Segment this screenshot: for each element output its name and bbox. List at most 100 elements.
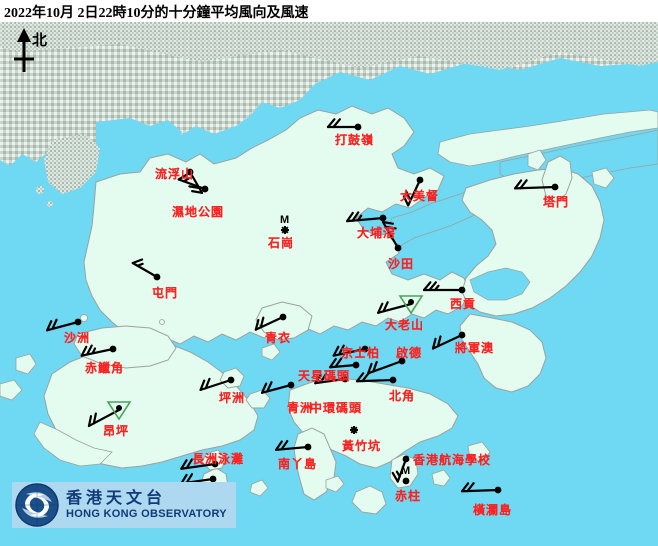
station-marker-dot xyxy=(352,361,360,369)
wind-barb-full xyxy=(428,281,437,292)
station-marker-star xyxy=(281,226,289,234)
page-title: 2022年10月 2日22時10分的十分鐘平均風向及風速 xyxy=(4,6,309,21)
wind-barb-full xyxy=(185,458,194,470)
wind-station[interactable] xyxy=(180,458,219,470)
wind-station[interactable] xyxy=(45,318,82,332)
station-marker-dot xyxy=(74,318,82,326)
station-marker-dot xyxy=(458,286,466,294)
north-arrow: 北 xyxy=(6,26,66,76)
title-bar: 2022年10月 2日22時10分的十分鐘平均風向及風速 xyxy=(0,0,658,22)
wind-station[interactable] xyxy=(431,331,466,350)
map-canvas[interactable]: 北 流浮山 濕地公園 石崗 M 屯門 打鼓嶺 大美督 大埔滘 沙田 塔門 西貢 大老山 將軍澳 青衣 京士柏… xyxy=(0,22,658,546)
wind-barb-full xyxy=(92,412,97,425)
wind-barb-full xyxy=(87,415,93,428)
wind-barb-full xyxy=(131,258,144,265)
wind-station[interactable] xyxy=(350,426,358,434)
wind-barb-full xyxy=(405,190,412,202)
wind-barb-shaft xyxy=(188,170,204,194)
wind-station[interactable] xyxy=(281,226,289,234)
po-toi-island xyxy=(351,485,387,515)
wind-barb-full xyxy=(367,362,373,375)
north-arrow-icon xyxy=(14,28,34,72)
station-label-15: 天星碼頭 xyxy=(298,369,351,383)
wind-station[interactable] xyxy=(80,344,117,357)
wind-barb-full xyxy=(180,459,188,470)
wind-barb-full xyxy=(85,344,93,356)
wind-barb-half xyxy=(356,214,363,222)
wind-barb-full xyxy=(391,471,399,483)
wind-station[interactable] xyxy=(314,372,349,385)
station-label-12: 青衣 xyxy=(265,331,292,345)
wind-station[interactable] xyxy=(87,401,132,428)
wind-barb-full xyxy=(80,345,88,357)
wind-station[interactable] xyxy=(460,482,502,494)
wind-barb-full xyxy=(199,379,206,391)
station-marker-dot xyxy=(416,176,424,184)
station-marker-dot xyxy=(551,183,559,191)
wind-barb-half xyxy=(182,177,190,183)
station-label-10: 大老山 xyxy=(385,318,425,332)
wind-station[interactable] xyxy=(199,376,235,391)
wind-barb-full xyxy=(460,482,470,493)
wind-station[interactable] xyxy=(367,357,406,375)
station-label-28: 赤柱 xyxy=(395,489,422,503)
wind-station[interactable] xyxy=(328,357,360,369)
station-label-9: 西貢 xyxy=(450,297,477,311)
wind-station[interactable] xyxy=(346,211,387,223)
wind-station[interactable] xyxy=(260,381,295,394)
wind-barb-full xyxy=(361,372,370,383)
station-marker-dot xyxy=(354,123,362,131)
wind-station[interactable] xyxy=(422,281,466,294)
wind-barb-full xyxy=(431,337,437,350)
station-marker-dot xyxy=(209,475,217,483)
station-marker-dot xyxy=(402,455,410,463)
ninepin-islet xyxy=(591,167,615,189)
tap-mun-islet-small xyxy=(527,149,547,171)
station-label-29: 橫瀾島 xyxy=(473,503,513,517)
wind-station[interactable] xyxy=(186,168,204,194)
wind-station[interactable] xyxy=(381,220,402,252)
station-label-19: 沙洲 xyxy=(64,331,91,345)
wind-barb-full xyxy=(266,381,273,393)
strong-wind-alert-triangle-icon xyxy=(106,401,132,421)
wind-station[interactable] xyxy=(332,344,369,357)
tap-mun-island xyxy=(541,155,573,203)
strong-wind-alert-triangle-icon xyxy=(398,295,424,315)
mainland-peninsula-west xyxy=(44,134,100,194)
wind-barb-half xyxy=(395,470,401,478)
wind-station[interactable] xyxy=(391,455,410,483)
station-marker-dot xyxy=(361,345,369,353)
station-label-17: 北角 xyxy=(389,389,416,403)
station-marker-dot xyxy=(494,486,502,494)
station-label-3: 屯門 xyxy=(152,286,179,300)
wind-station[interactable] xyxy=(377,295,424,315)
wind-barb-full xyxy=(346,211,354,223)
clear-water-bay-peninsula xyxy=(459,313,547,393)
wind-barb-full xyxy=(351,211,360,222)
wind-barb-full xyxy=(377,302,384,314)
islet-w-1 xyxy=(15,353,37,375)
waglan-islet xyxy=(431,469,451,487)
wind-station[interactable] xyxy=(177,173,209,193)
wind-barb-full xyxy=(259,316,265,329)
wind-station[interactable] xyxy=(131,258,161,281)
wind-station[interactable] xyxy=(355,372,397,384)
station-marker-dot xyxy=(458,331,466,339)
wind-barb-full xyxy=(191,190,204,194)
wind-barb-full xyxy=(314,373,322,385)
station-label-26: 黃竹坑 xyxy=(342,439,382,453)
wind-station[interactable] xyxy=(402,176,424,207)
station-marker-dot xyxy=(408,299,414,305)
wind-station[interactable] xyxy=(275,439,312,451)
islet-nw-harbour xyxy=(261,343,281,361)
station-label-5: 大美督 xyxy=(400,189,440,203)
wind-barb-full xyxy=(334,357,343,368)
wind-barb-full xyxy=(372,360,378,373)
station-label-2: 石崗 xyxy=(268,236,295,250)
wind-station[interactable] xyxy=(326,118,362,131)
wind-station[interactable] xyxy=(402,477,410,485)
islet-mainland-2 xyxy=(47,201,53,207)
wind-station[interactable] xyxy=(254,313,287,331)
wind-station[interactable] xyxy=(513,179,559,191)
